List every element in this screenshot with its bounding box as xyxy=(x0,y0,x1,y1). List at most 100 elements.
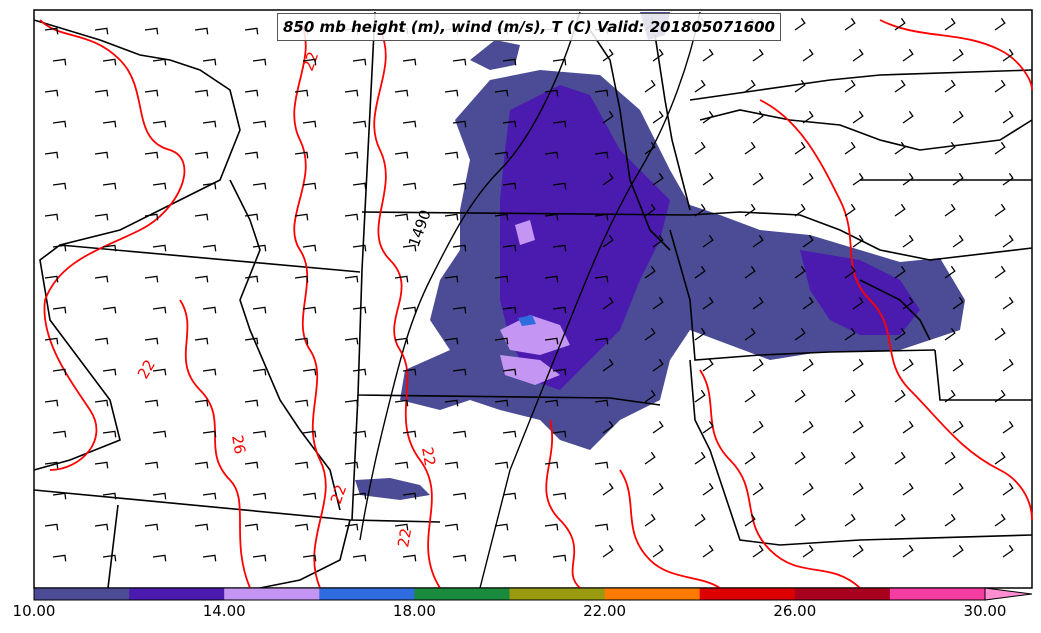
wind-barb-icon xyxy=(44,337,59,345)
wind-barb-icon xyxy=(202,430,217,438)
boundary-line xyxy=(589,29,671,251)
shade-14-16-b xyxy=(500,355,560,385)
wind-barb-icon xyxy=(944,203,956,217)
wind-barb-icon xyxy=(552,368,567,376)
wind-barb-icon xyxy=(202,182,217,190)
wind-barb-icon xyxy=(302,120,317,128)
wind-barb-icon xyxy=(194,523,209,531)
wind-barb-icon xyxy=(894,513,906,527)
wind-barb-icon xyxy=(344,337,359,345)
wind-barb-icon xyxy=(202,492,217,500)
wind-barb-icon xyxy=(1002,234,1014,248)
wind-barb-icon xyxy=(794,451,806,465)
wind-barb-icon xyxy=(952,420,964,434)
wind-barb-icon xyxy=(494,275,509,283)
wind-barb-icon xyxy=(344,89,359,97)
temperature-contour xyxy=(293,19,327,589)
wind-barb-icon xyxy=(294,337,309,345)
wind-barb-icon xyxy=(444,461,459,469)
wind-barb-icon xyxy=(752,482,764,496)
colorbar-bin xyxy=(34,588,130,600)
boundary-line xyxy=(361,211,691,216)
wind-barb-icon xyxy=(752,420,764,434)
wind-barb-icon xyxy=(52,368,67,376)
wind-barb-icon xyxy=(44,27,59,35)
wind-barb-icon xyxy=(594,461,609,469)
colorbar-tick-label: 10.00 xyxy=(12,602,56,620)
wind-barb-icon xyxy=(802,234,814,248)
wind-barb-icon xyxy=(794,141,806,155)
wind-barb-icon xyxy=(302,58,317,66)
boundary-line xyxy=(699,109,1033,151)
wind-barb-icon xyxy=(294,213,309,221)
wind-barb-icon xyxy=(152,306,167,314)
wind-barb-icon xyxy=(102,120,117,128)
wind-barb-icon xyxy=(52,182,67,190)
wind-barb-icon xyxy=(702,172,714,186)
colorbar-bin xyxy=(889,588,986,600)
wind-barb-icon xyxy=(152,492,167,500)
wind-barb-icon xyxy=(652,544,664,558)
wind-barb-icon xyxy=(994,141,1006,155)
colorbar-tick-label: 26.00 xyxy=(773,602,817,620)
colorbar-tick-label: 18.00 xyxy=(392,602,436,620)
wind-barb-icon xyxy=(52,306,67,314)
wind-barb-icon xyxy=(302,430,317,438)
temperature-contour xyxy=(619,469,721,589)
wind-barb-icon xyxy=(994,327,1006,341)
temperature-contour xyxy=(545,419,581,589)
wind-barb-icon xyxy=(702,234,714,248)
wind-barb-icon xyxy=(194,461,209,469)
wind-barb-icon xyxy=(552,492,567,500)
wind-barb-icon xyxy=(752,234,764,248)
wind-barb-icon xyxy=(852,544,864,558)
wind-barb-icon xyxy=(94,89,109,97)
wind-barb-icon xyxy=(652,234,664,248)
wind-barb-icon xyxy=(52,120,67,128)
wind-barb-icon xyxy=(294,151,309,159)
wind-barb-icon xyxy=(94,523,109,531)
wind-barb-icon xyxy=(1002,48,1014,62)
wind-barb-icon xyxy=(894,79,906,93)
wind-barb-icon xyxy=(94,151,109,159)
wind-barb-icon xyxy=(852,358,864,372)
temperature-contour xyxy=(879,19,1033,91)
wind-barb-icon xyxy=(944,79,956,93)
wind-barb-icon xyxy=(802,420,814,434)
wind-barb-icon xyxy=(502,306,517,314)
wind-barb-icon xyxy=(302,368,317,376)
wind-barb-icon xyxy=(202,368,217,376)
wind-barb-icon xyxy=(294,461,309,469)
height-contour xyxy=(479,11,701,589)
wind-barb-icon xyxy=(802,48,814,62)
wind-barb-icon xyxy=(494,89,509,97)
wind-barb-icon xyxy=(252,244,267,252)
wind-barb-icon xyxy=(544,275,559,283)
wind-barb-icon xyxy=(952,296,964,310)
wind-barbs xyxy=(44,17,1014,562)
wind-barb-icon xyxy=(344,523,359,531)
wind-barb-icon xyxy=(102,430,117,438)
wind-barb-icon xyxy=(94,337,109,345)
wind-barb-icon xyxy=(894,17,906,31)
wind-barb-icon xyxy=(252,120,267,128)
wind-barb-icon xyxy=(452,368,467,376)
wind-barb-icon xyxy=(702,110,714,124)
wind-barb-icon xyxy=(702,358,714,372)
wind-barb-icon xyxy=(152,430,167,438)
wind-barb-icon xyxy=(252,554,267,562)
wind-barb-icon xyxy=(752,48,764,62)
wind-barb-icon xyxy=(152,58,167,66)
wind-barb-icon xyxy=(344,399,359,407)
wind-barb-icon xyxy=(194,151,209,159)
wind-barb-icon xyxy=(552,306,567,314)
wind-barb-icon xyxy=(494,523,509,531)
wind-barb-icon xyxy=(1002,296,1014,310)
wind-barb-icon xyxy=(252,306,267,314)
wind-barb-icon xyxy=(352,368,367,376)
wind-barb-icon xyxy=(244,461,259,469)
wind-barb-icon xyxy=(594,151,609,159)
wind-barb-icon xyxy=(452,430,467,438)
wind-barb-icon xyxy=(694,79,706,93)
wind-barb-icon xyxy=(744,389,756,403)
